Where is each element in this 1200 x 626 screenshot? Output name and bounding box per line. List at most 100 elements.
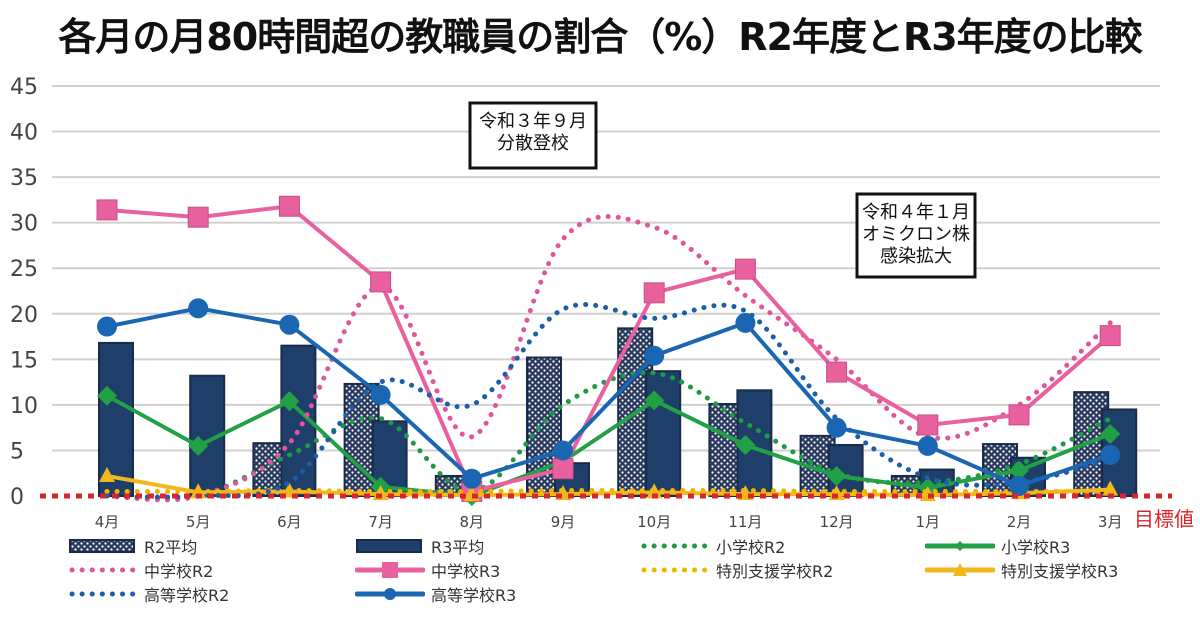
marker-小学校R3 (644, 390, 665, 411)
legend-bar-swatch (69, 539, 135, 553)
annotation-box (468, 101, 598, 170)
marker-中学校R3 (917, 414, 939, 436)
marker-特別支援学校R3 (190, 483, 207, 499)
bar-R3平均 (98, 341, 134, 497)
legend-label: 中学校R3 (431, 562, 501, 581)
marker-小学校R3 (279, 391, 300, 412)
marker-中学校R3 (278, 195, 300, 217)
x-tick-label: 2月 (1007, 513, 1032, 531)
marker-高等学校R3 (97, 316, 117, 337)
legend-bar-swatch (356, 539, 422, 553)
legend-item: 高等学校R2 (68, 582, 229, 606)
marker-高等学校R3 (279, 314, 300, 335)
marker-小学校R3 (826, 465, 847, 486)
annotation-text: 令和４年１月 (862, 202, 970, 223)
marker-中学校R3 (734, 258, 756, 280)
marker-中学校R3 (643, 282, 665, 304)
marker-高等学校R3 (644, 345, 665, 366)
legend-item: 高等学校R3 (355, 582, 516, 606)
bar-R3平均 (645, 370, 682, 497)
marker-高等学校R3 (370, 384, 391, 405)
y-axis-ticks: 0 5 10 15 20 25 30 35 40 45 (10, 75, 38, 510)
legend-label: 特別支援学校R2 (716, 562, 834, 581)
legend-marker (953, 563, 967, 576)
marker-小学校R3 (188, 435, 209, 456)
x-tick-label: 7月 (368, 513, 393, 531)
marker-中学校R3 (370, 271, 392, 293)
annotation-text: オミクロン株 (862, 224, 970, 245)
legend-swatch (69, 539, 135, 553)
x-tick-label: 6月 (277, 513, 302, 531)
x-tick-label: 10月 (637, 513, 671, 531)
legend-swatch (925, 541, 995, 551)
marker-中学校R3 (826, 361, 848, 383)
legend-swatch (69, 567, 137, 573)
legend-item: 中学校R3 (355, 558, 500, 582)
legend-label: 小学校R3 (1001, 538, 1071, 557)
marker-高等学校R3 (826, 417, 847, 438)
target-line-label: 目標値 (1134, 507, 1194, 531)
annotation-text: 分散登校 (497, 133, 569, 154)
marker-小学校R3 (97, 385, 117, 406)
legend-marker (382, 562, 398, 578)
legend-label: 高等学校R2 (144, 586, 230, 605)
legend-swatch (355, 588, 425, 600)
y-tick-label: 20 (10, 303, 38, 328)
y-tick-label: 5 (10, 439, 24, 464)
y-tick-label: 0 (10, 485, 24, 510)
x-tick-label: 8月 (460, 513, 485, 531)
x-tick-label: 12月 (820, 513, 854, 531)
legend-item: 特別支援学校R2 (640, 558, 833, 582)
line-中学校R3 (106, 204, 1112, 494)
annotation-text: 感染拡大 (880, 246, 952, 267)
marker-高等学校R3 (1009, 475, 1029, 496)
marker-中学校R3 (1099, 325, 1121, 347)
marker-特別支援学校R3 (646, 483, 663, 499)
legend-swatch (356, 539, 422, 553)
legend-label: R3平均 (431, 538, 485, 557)
legend-item: R2平均 (68, 534, 197, 558)
series-lines (96, 195, 1121, 506)
line-高等学校R2 (104, 302, 1113, 500)
marker-特別支援学校R3 (99, 466, 115, 482)
x-tick-label: 5月 (186, 513, 211, 531)
chart-title: 各月の月80時間超の教職員の割合（%）R2年度とR3年度の比較 (58, 15, 1142, 59)
x-axis-ticks: 4月 5月 6月 7月 8月 9月 10月 11月 12月 1月 2月 3月 (95, 513, 1123, 531)
annotation-box (855, 192, 977, 279)
marker-高等学校R3 (1100, 445, 1121, 465)
legend-label: 小学校R2 (716, 538, 786, 557)
legend-swatch (355, 562, 425, 578)
marker-高等学校R3 (917, 435, 938, 456)
legend-label: 中学校R2 (144, 562, 214, 581)
marker-中学校R3 (552, 458, 574, 480)
marker-中学校R3 (187, 206, 209, 228)
legend-label: 特別支援学校R3 (1001, 562, 1119, 581)
line-高等学校R3 (106, 306, 1111, 489)
legend-swatch (925, 563, 995, 576)
annotation-text: 令和３年９月 (479, 111, 587, 132)
x-tick-label: 3月 (1098, 513, 1123, 531)
y-tick-label: 25 (10, 257, 38, 282)
target-line: 目標値 (40, 493, 1194, 531)
marker-小学校R3 (1009, 460, 1029, 481)
marker-特別支援学校R3 (1102, 480, 1119, 496)
legend-item: 小学校R3 (925, 534, 1070, 558)
y-tick-label: 10 (10, 394, 38, 419)
x-tick-label: 1月 (916, 513, 941, 531)
legend-item: 中学校R2 (68, 558, 213, 582)
y-tick-label: 40 (10, 121, 38, 146)
x-tick-label: 9月 (551, 513, 576, 531)
x-tick-label: 4月 (95, 513, 120, 531)
legend-swatch (641, 543, 709, 549)
y-tick-label: 15 (10, 348, 38, 373)
y-tick-label: 45 (10, 75, 38, 100)
legend-swatch (641, 567, 709, 573)
marker-高等学校R3 (188, 298, 209, 319)
legend-item: 小学校R2 (640, 534, 785, 558)
legend-item: 特別支援学校R3 (925, 558, 1118, 582)
marker-中学校R3 (1008, 404, 1030, 426)
y-tick-label: 35 (10, 166, 38, 191)
legend-swatch (69, 591, 137, 597)
legend-marker (384, 588, 396, 600)
